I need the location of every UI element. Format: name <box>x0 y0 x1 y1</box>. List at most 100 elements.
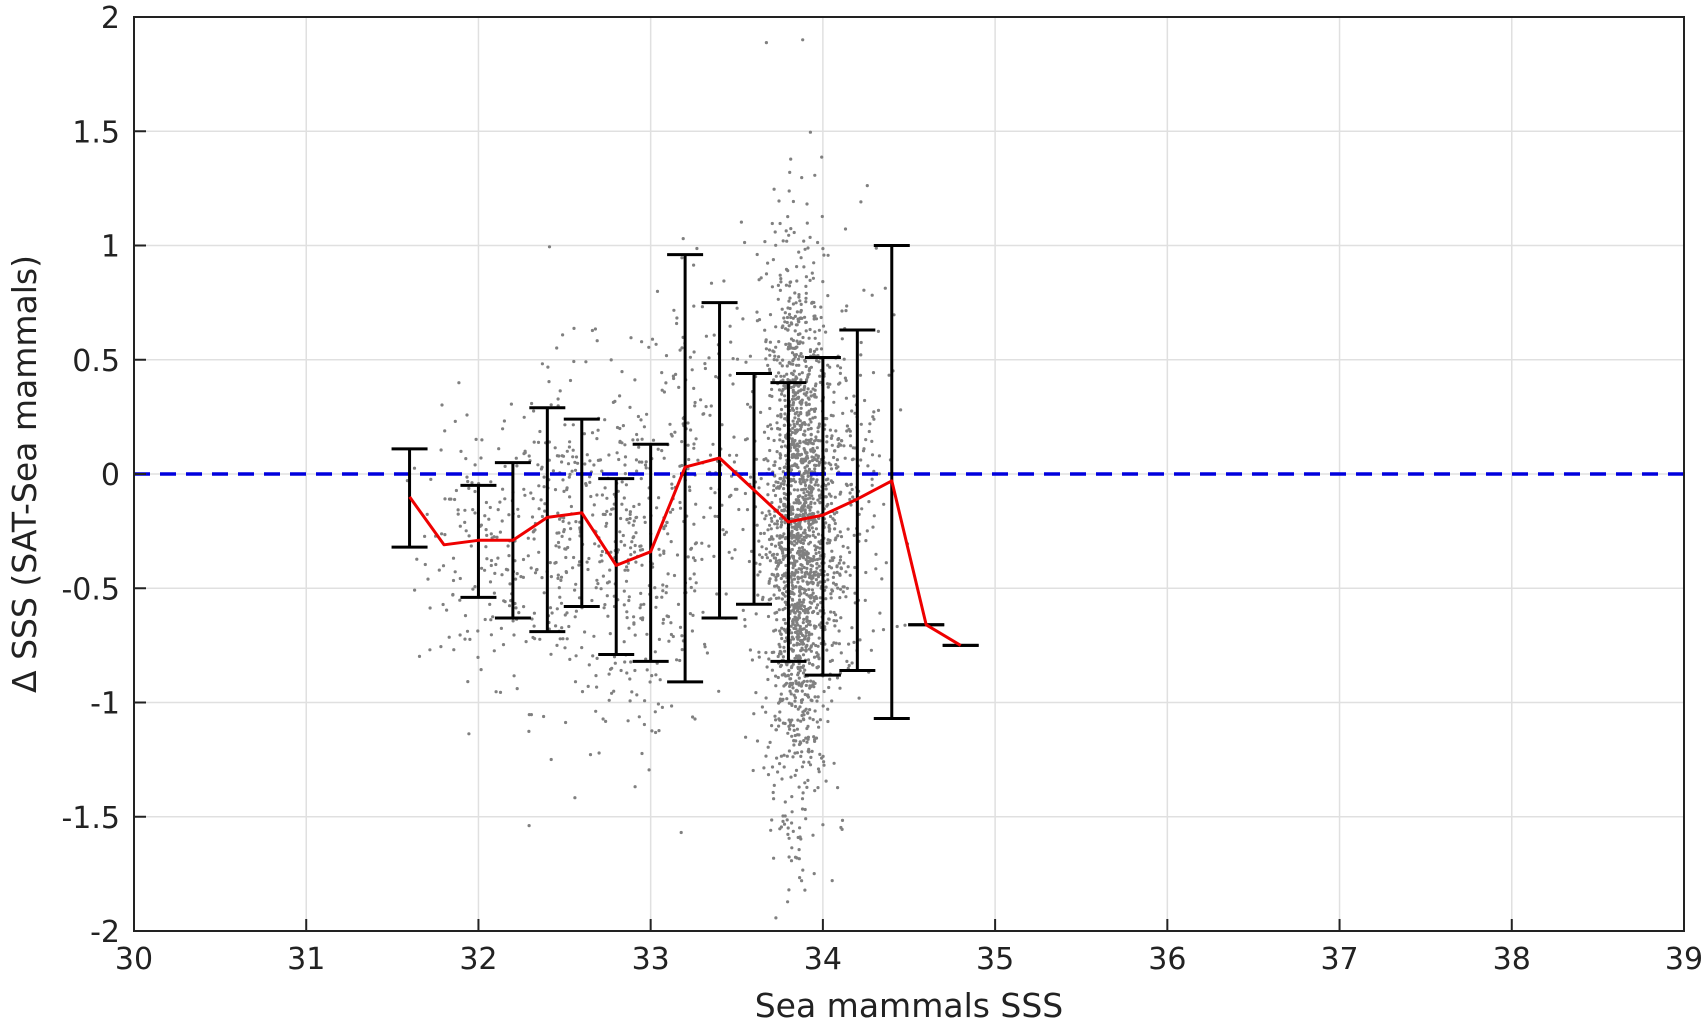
scatter-point <box>802 538 807 542</box>
scatter-point <box>564 547 568 551</box>
scatter-point <box>805 478 809 482</box>
scatter-point <box>619 540 623 544</box>
scatter-point <box>895 624 899 629</box>
scatter-point <box>728 373 732 377</box>
scatter-point <box>781 378 785 382</box>
scatter-point <box>613 661 617 665</box>
scatter-point <box>463 614 468 618</box>
scatter-point <box>792 353 797 357</box>
scatter-point <box>529 566 533 570</box>
scatter-point <box>754 612 758 616</box>
scatter-point <box>610 691 614 695</box>
scatter-point <box>851 446 855 450</box>
scatter-point <box>876 408 881 412</box>
scatter-point <box>583 462 587 466</box>
scatter-point <box>806 658 811 662</box>
scatter-point <box>592 463 596 467</box>
scatter-point <box>782 316 786 320</box>
scatter-point <box>780 392 784 396</box>
scatter-point <box>527 729 531 734</box>
scatter-point <box>654 673 658 677</box>
scatter-point <box>859 458 863 462</box>
scatter-point <box>782 580 786 584</box>
scatter-point <box>805 413 809 417</box>
scatter-point <box>662 551 666 556</box>
scatter-point <box>623 443 627 447</box>
scatter-point <box>797 295 801 299</box>
scatter-point <box>780 777 784 781</box>
scatter-point <box>776 426 780 431</box>
scatter-point <box>587 663 591 667</box>
scatter-point <box>790 322 794 326</box>
scatter-point <box>626 719 630 723</box>
scatter-point <box>764 754 768 758</box>
scatter-point <box>789 775 793 779</box>
scatter-point <box>849 444 853 448</box>
scatter-point <box>767 348 772 352</box>
scatter-point <box>775 519 780 523</box>
scatter-point <box>795 682 799 686</box>
scatter-point <box>793 704 798 709</box>
scatter-point <box>812 735 816 739</box>
scatter-point <box>604 719 608 724</box>
scatter-point <box>588 480 592 484</box>
scatter-point <box>798 705 802 709</box>
scatter-point <box>798 740 802 744</box>
scatter-point <box>601 717 605 721</box>
scatter-point <box>627 521 631 525</box>
scatter-point <box>790 570 794 575</box>
scatter-point <box>801 868 805 872</box>
scatter-point <box>623 568 627 572</box>
scatter-point <box>779 692 783 696</box>
scatter-point <box>517 514 521 519</box>
scatter-point <box>790 554 794 558</box>
scatter-point <box>801 633 805 638</box>
scatter-point <box>817 564 821 568</box>
scatter-point <box>779 476 783 481</box>
scatter-point <box>837 629 841 633</box>
scatter-point <box>561 519 565 524</box>
scatter-point <box>637 460 642 464</box>
scatter-point <box>594 586 598 590</box>
scatter-point <box>791 724 796 728</box>
scatter-point <box>791 199 796 204</box>
scatter-point <box>803 668 807 672</box>
scatter-point <box>703 366 708 371</box>
scatter-point <box>592 634 596 638</box>
scatter-point <box>791 649 795 653</box>
scatter-point <box>782 374 786 378</box>
scatter-point <box>791 359 795 363</box>
scatter-point <box>846 527 850 531</box>
scatter-point <box>826 363 830 367</box>
scatter-point <box>633 785 637 789</box>
scatter-point <box>797 642 802 646</box>
scatter-point <box>795 620 799 625</box>
scatter-point <box>701 610 705 614</box>
scatter-point <box>735 357 740 361</box>
scatter-point <box>664 591 668 595</box>
scatter-point <box>795 310 800 314</box>
scatter-point <box>803 781 807 785</box>
scatter-point <box>632 615 636 619</box>
scatter-point <box>802 388 806 392</box>
scatter-point <box>476 655 480 660</box>
scatter-point <box>791 302 796 306</box>
scatter-point <box>797 610 802 614</box>
scatter-point <box>770 668 775 672</box>
scatter-point <box>629 336 633 340</box>
scatter-point <box>628 405 632 409</box>
scatter-point <box>793 699 797 703</box>
scatter-point <box>802 392 806 396</box>
scatter-point <box>568 378 573 383</box>
scatter-point <box>770 427 774 431</box>
scatter-point <box>703 645 707 649</box>
scatter-point <box>840 337 844 341</box>
scatter-point <box>834 619 839 623</box>
scatter-point <box>766 363 770 367</box>
scatter-point <box>539 498 543 502</box>
scatter-point <box>735 453 739 457</box>
scatter-point <box>791 508 795 512</box>
scatter-point <box>806 427 810 431</box>
scatter-point <box>815 446 819 450</box>
scatter-point <box>850 409 854 413</box>
